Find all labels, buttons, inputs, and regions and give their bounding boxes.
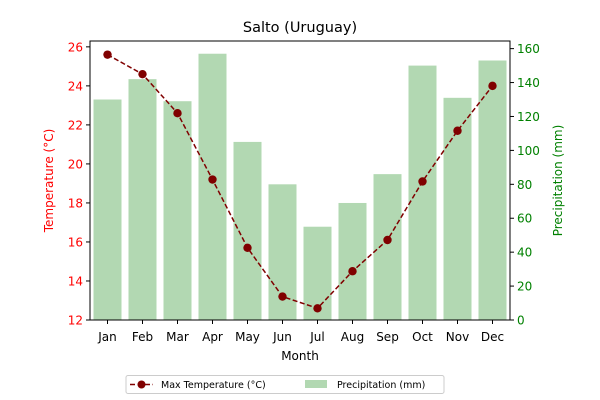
y-right-tick-label: 80 [517, 178, 532, 192]
y-right-tick-label: 120 [517, 110, 540, 124]
x-tick-label: Sep [376, 330, 399, 344]
point-jan [103, 50, 112, 59]
y-left-tick-label: 22 [68, 118, 83, 132]
x-tick-label: Jul [309, 330, 324, 344]
point-oct [418, 177, 427, 186]
point-may [243, 243, 252, 253]
bar-oct [408, 65, 437, 320]
point-nov [453, 126, 462, 135]
x-tick-label: Dec [481, 330, 504, 344]
x-tick-label: Apr [202, 330, 223, 344]
bar-aug [338, 202, 367, 320]
y-right-tick-label: 60 [517, 212, 532, 226]
point-feb [138, 69, 147, 79]
legend-marker [137, 380, 146, 389]
x-tick-label: Nov [446, 330, 469, 344]
y-right-tick-label: 140 [517, 76, 540, 90]
point-jun [278, 292, 287, 301]
legend-bar-swatch [305, 380, 327, 388]
y-left-tick-label: 12 [68, 314, 83, 328]
x-axis-label: Month [281, 349, 319, 363]
point-apr [208, 175, 217, 184]
y-left-tick-label: 18 [68, 196, 83, 210]
y-left-tick-label: 20 [68, 157, 83, 171]
x-tick-label: Feb [132, 330, 153, 344]
temperature-line [103, 50, 497, 313]
bar-dec [478, 60, 507, 321]
plot-frame [89, 40, 511, 321]
point-dec [488, 81, 497, 91]
legend-label-temperature: Max Temperature (°C) [161, 380, 266, 391]
y-axis-left-label: Temperature (°C) [42, 129, 56, 234]
y-axis-left: 12 14 16 18 20 22 24 26 [68, 40, 90, 328]
x-tick-label: May [235, 330, 260, 344]
point-mar [173, 108, 182, 118]
x-tick-label: Jan [97, 330, 117, 344]
y-left-tick-label: 26 [68, 40, 83, 54]
y-right-tick-label: 0 [517, 314, 525, 328]
y-right-tick-label: 100 [517, 144, 540, 158]
x-tick-label: Mar [166, 330, 189, 344]
y-axis-right-label: Precipitation (mm) [551, 125, 565, 237]
chart-title: Salto (Uruguay) [243, 20, 357, 36]
bar-feb [128, 79, 157, 320]
x-tick-label: Aug [341, 330, 364, 344]
y-right-tick-label: 160 [517, 42, 540, 56]
bar-apr [198, 53, 227, 320]
precipitation-bars [93, 53, 507, 321]
bar-jan [93, 99, 122, 321]
y-left-tick-label: 16 [68, 235, 83, 249]
legend-box [125, 375, 445, 394]
y-axis-right: 0 20 40 60 80 100 120 140 160 [510, 42, 540, 328]
x-tick-label: Oct [412, 330, 433, 344]
x-axis: Jan Feb Mar Apr May Jun Jul Aug Sep Oct Nov Dec [97, 320, 504, 344]
bar-mar [163, 101, 192, 321]
legend: Max Temperature (°C) Precipitation (mm) [125, 375, 445, 394]
y-left-tick-label: 24 [68, 79, 83, 93]
point-jul [313, 304, 322, 313]
legend-label-precipitation: Precipitation (mm) [337, 380, 425, 391]
bar-may [233, 141, 262, 320]
point-sep [383, 235, 392, 245]
x-tick-label: Jun [272, 330, 292, 344]
point-aug [348, 267, 357, 276]
y-left-tick-label: 14 [68, 274, 83, 288]
y-right-tick-label: 20 [517, 280, 532, 294]
temperature-line-path [107, 54, 494, 310]
y-right-tick-label: 40 [517, 246, 532, 260]
bar-sep [373, 174, 402, 320]
